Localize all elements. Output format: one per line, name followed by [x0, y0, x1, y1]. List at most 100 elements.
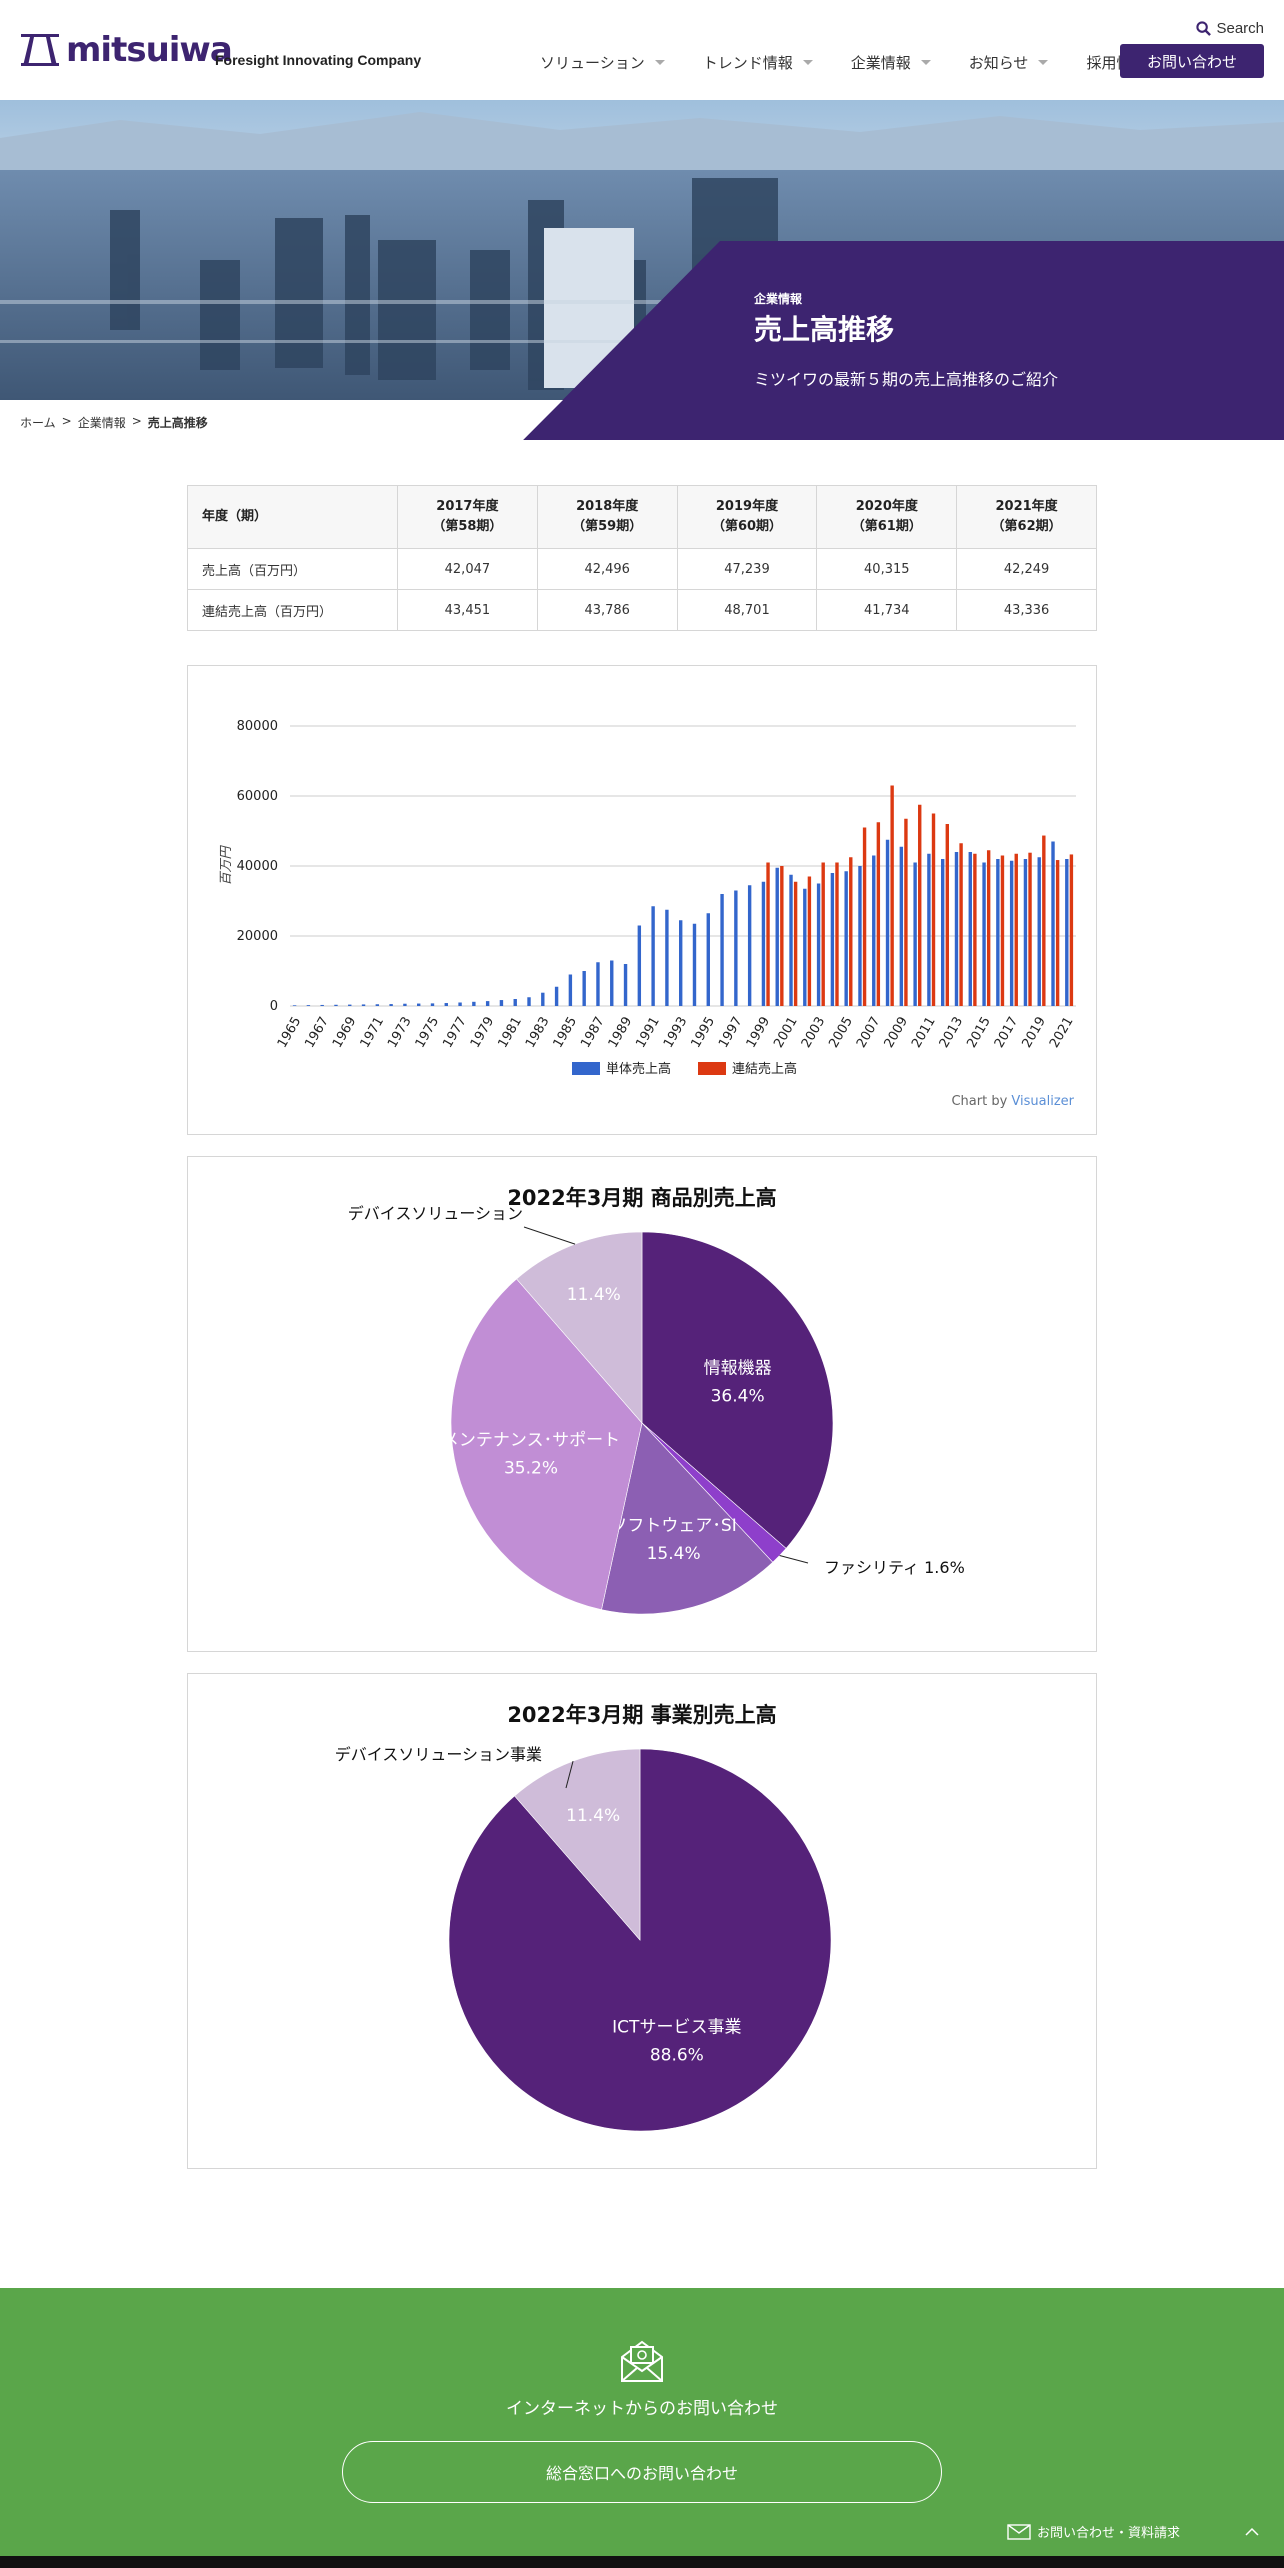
bar: [720, 894, 724, 1006]
bar: [679, 920, 683, 1006]
x-tick-label: 1983: [523, 1015, 553, 1051]
chevron-up-icon[interactable]: [1244, 2524, 1260, 2540]
x-tick-label: 2009: [882, 1015, 912, 1051]
x-tick-label: 2001: [771, 1015, 801, 1051]
bar: [1023, 859, 1028, 1006]
bar: [945, 824, 949, 1006]
x-tick-label: 2011: [909, 1015, 939, 1051]
x-tick-label: 1989: [606, 1015, 636, 1051]
sales-table: 年度（期） 2017年度 （第58期） 2018年度 （第59期） 2019年度 （第…: [187, 485, 1097, 631]
slice-outside-label: デバイスソリューション事業: [335, 1745, 542, 1764]
slice-value: 35.2%: [504, 1458, 558, 1478]
row-label: 連結売上高（百万円）: [187, 589, 398, 631]
leader-line: [523, 1226, 576, 1245]
bar: [1037, 857, 1041, 1006]
slice-label: ICTサービス事業: [612, 2017, 741, 2037]
x-tick-label: 2021: [1047, 1015, 1077, 1051]
bar: [306, 1005, 311, 1006]
bar: [1069, 854, 1074, 1006]
table-column-header: 2020年度 （第61期）: [816, 485, 958, 549]
nav-item-trends[interactable]: トレンド情報: [703, 52, 813, 73]
pie-slice: [641, 1231, 834, 1549]
column-term: （第58期）: [432, 519, 503, 534]
bar: [959, 843, 963, 1006]
slice-outside-label: ファシリティ 1.6%: [824, 1558, 965, 1577]
bar: [1000, 855, 1005, 1006]
bar: [417, 1003, 421, 1006]
slice-value: 11.4%: [567, 1285, 621, 1305]
bar: [899, 846, 904, 1006]
general-inquiry-button[interactable]: 総合窓口へのお問い合わせ: [342, 2441, 942, 2503]
bar: [1028, 852, 1032, 1006]
nav-item-company[interactable]: 企業情報: [851, 52, 931, 73]
breadcrumb-company[interactable]: 企業情報: [77, 416, 126, 430]
search-link[interactable]: Search: [1196, 20, 1264, 37]
y-tick-label: 20000: [237, 929, 278, 944]
nav-item-news[interactable]: お知らせ: [969, 52, 1049, 73]
breadcrumb-home[interactable]: ホーム: [20, 416, 56, 430]
bar: [904, 818, 908, 1006]
bottom-strip: [0, 2556, 1284, 2568]
bar: [1009, 860, 1014, 1006]
bar: [292, 1005, 297, 1006]
nav-item-solutions[interactable]: ソリューション: [540, 52, 665, 73]
nav-label: お知らせ: [968, 54, 1029, 72]
bar: [375, 1004, 380, 1006]
business-pie-chart: 2022年3月期 事業別売上高 ICTサービス事業 88.6% 11.4% デバイスソリ…: [335, 1703, 832, 2132]
bar: [973, 853, 977, 1006]
search-label: Search: [1216, 20, 1264, 37]
tagline: Foresight Innovating Company: [215, 52, 422, 68]
visualizer-link[interactable]: Visualizer: [1011, 1094, 1074, 1109]
bar: [485, 1001, 490, 1006]
table-cell: 43,451: [397, 589, 538, 631]
bar: [807, 876, 812, 1006]
bar: [1014, 853, 1018, 1006]
bar: [458, 1002, 462, 1006]
page-title: 売上高推移: [754, 313, 895, 346]
chevron-down-icon: [1038, 60, 1049, 65]
bar: [582, 971, 586, 1006]
x-tick-label: 2015: [964, 1015, 994, 1051]
bar: [527, 997, 531, 1006]
x-tick-label: 1965: [275, 1015, 305, 1051]
table-column-header: 2021年度 （第62期）: [956, 485, 1097, 549]
table-cell: 47,239: [676, 548, 818, 590]
bar: [1065, 859, 1069, 1006]
x-tick-label: 2005: [826, 1015, 856, 1051]
bar: [830, 873, 835, 1006]
slice-outside-label: デバイスソリューション: [348, 1204, 523, 1223]
legend-swatch: [572, 1062, 600, 1075]
logo-text: mitsuiwa: [66, 30, 233, 70]
footer-title: インターネットからのお問い合わせ: [506, 2399, 778, 2419]
logo[interactable]: mitsuiwa: [20, 30, 233, 70]
inquiry-link[interactable]: お問い合わせ・資料請求: [1007, 2522, 1180, 2541]
bar: [403, 1003, 407, 1006]
bar: [637, 925, 642, 1006]
column-year: 2021年度: [995, 499, 1058, 514]
bar: [1042, 835, 1046, 1006]
bar: [1051, 841, 1055, 1006]
pie-slice: [514, 1748, 641, 1941]
contact-footer: インターネットからのお問い合わせ 総合窓口へのお問い合わせ お問い合わせ・資料請…: [0, 2288, 1284, 2556]
leader-line: [565, 1760, 574, 1789]
x-tick-label: 2007: [854, 1015, 884, 1051]
table-cell: 42,249: [956, 548, 1097, 590]
x-tick-label: 1971: [358, 1015, 388, 1051]
bar: [334, 1004, 338, 1006]
leader-line: [779, 1555, 809, 1564]
breadcrumb-separator: >: [61, 414, 72, 428]
bar: [982, 862, 986, 1006]
contact-button[interactable]: お問い合わせ: [1120, 44, 1264, 78]
table-cell: 43,336: [956, 589, 1097, 631]
bar: [766, 862, 770, 1006]
logo-mark-icon: [21, 34, 59, 66]
x-tick-label: 1995: [689, 1015, 719, 1051]
x-tick-label: 2003: [799, 1015, 829, 1051]
table-row: 連結売上高（百万円） 43,451 43,786 48,701 41,734 4…: [187, 589, 1097, 631]
bar: [513, 999, 517, 1006]
y-tick-label: 60000: [237, 789, 278, 804]
table-cell: 48,701: [676, 589, 818, 631]
x-tick-label: 1997: [716, 1015, 746, 1051]
legend-swatch: [698, 1062, 726, 1075]
